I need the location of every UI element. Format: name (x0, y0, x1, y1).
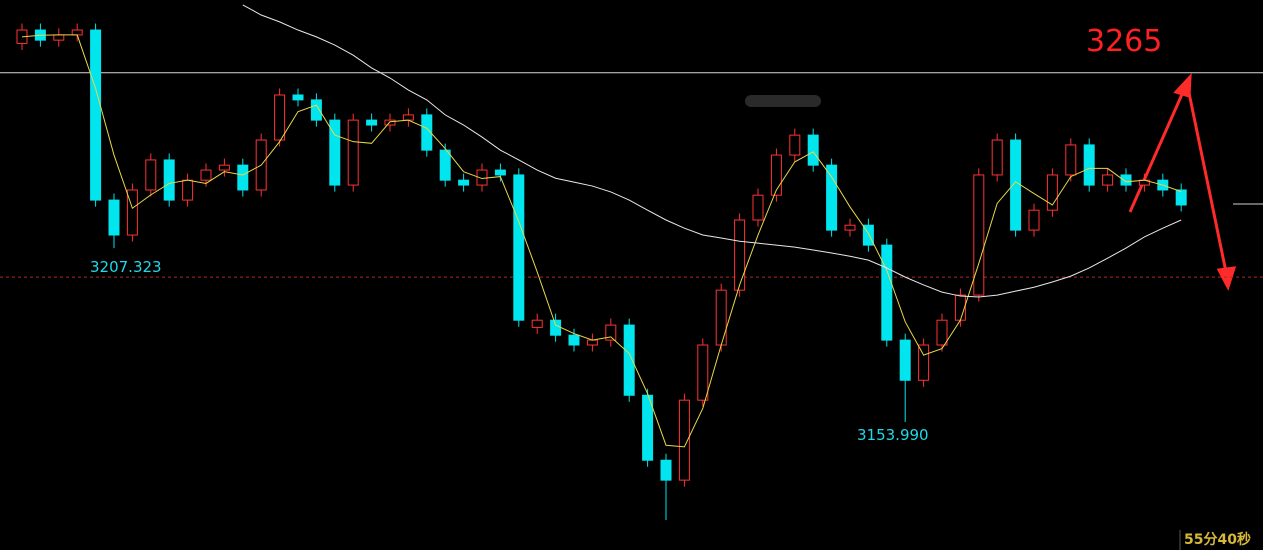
candle-body (90, 29, 102, 201)
candle-body (329, 119, 341, 186)
candle-body (366, 119, 378, 126)
candle-body (218, 164, 230, 171)
candle-body (697, 344, 709, 401)
candle-body (862, 224, 874, 246)
candle-body (402, 114, 414, 121)
candle-body (623, 324, 635, 396)
candle-body (918, 344, 930, 381)
candle-body (237, 164, 249, 191)
candle-body (789, 134, 801, 156)
candle-body (71, 29, 83, 36)
candle-body (200, 169, 212, 181)
candle-body (1065, 144, 1077, 176)
candle-body (734, 219, 746, 291)
candle-body (513, 174, 525, 321)
moving-average (242, 4, 1182, 298)
candle-body (458, 179, 470, 186)
candle-body (586, 339, 598, 346)
annotation: 3153.990 (857, 426, 929, 444)
candle-body (770, 154, 782, 196)
candle-body (108, 199, 120, 236)
arrow-head (1173, 72, 1192, 98)
candle-body (126, 189, 138, 236)
candle-body (439, 149, 451, 181)
candle-body (347, 119, 359, 186)
candle-body (274, 94, 286, 141)
candle-body (1010, 139, 1022, 231)
candle-body (678, 399, 690, 481)
candle-body (182, 179, 194, 201)
candle-body (642, 394, 654, 461)
arrow-up (1128, 91, 1185, 213)
candle-body (310, 99, 322, 121)
candle-body (899, 339, 911, 381)
candle-body (1120, 174, 1132, 186)
candle-body (752, 194, 764, 221)
candle-body (1028, 209, 1040, 231)
candle-body (292, 94, 304, 101)
candle-body (954, 294, 966, 321)
candle-body (844, 224, 856, 231)
redacted-label (745, 95, 821, 107)
candle-body (1083, 144, 1095, 186)
candle-body (936, 319, 948, 346)
candle-body (605, 324, 617, 341)
candle-body (973, 174, 985, 296)
candle-body (145, 159, 157, 191)
candle-body (826, 164, 838, 231)
candle-body (1046, 174, 1058, 211)
candle-body (53, 34, 65, 41)
candle-body (531, 319, 543, 328)
arrow-down (1186, 87, 1228, 273)
candle-body (1102, 174, 1114, 186)
annotation: 3265 (1086, 24, 1162, 59)
candle-body (715, 289, 727, 346)
timer: 55分40秒 (1184, 531, 1251, 548)
candle-body (384, 119, 396, 126)
moving-average (21, 34, 1182, 448)
candle-body (421, 114, 433, 151)
candle-body (881, 244, 893, 341)
candle-body (494, 169, 506, 176)
candle-body (807, 134, 819, 166)
candle-body (991, 139, 1003, 176)
candle-body (163, 159, 175, 201)
annotation: 3207.323 (90, 258, 162, 276)
candle-body (550, 319, 562, 336)
candle-body (568, 334, 580, 346)
candle-body (1175, 189, 1187, 206)
candle-body (660, 459, 672, 481)
